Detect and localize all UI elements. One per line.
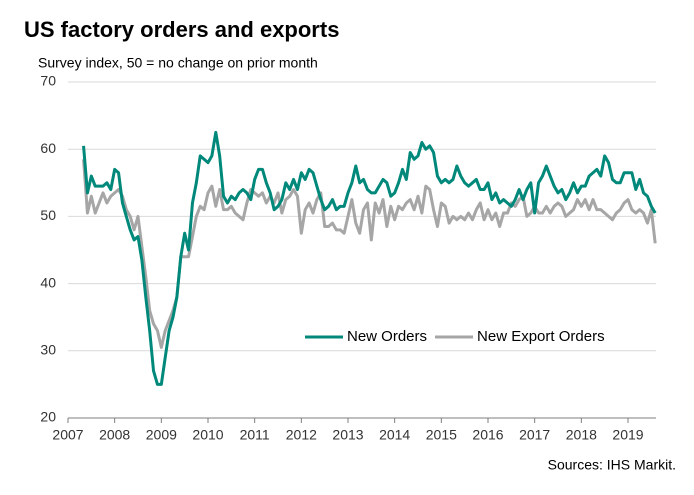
x-tick-label: 2016	[472, 427, 503, 443]
x-tick-label: 2015	[426, 427, 457, 443]
source-note: Sources: IHS Markit.	[548, 457, 676, 473]
x-tick-label: 2008	[99, 427, 130, 443]
y-tick-label: 20	[40, 409, 56, 425]
x-tick-label: 2011	[240, 427, 270, 443]
y-tick-label: 50	[40, 207, 56, 223]
x-tick-label: 2017	[519, 427, 550, 443]
x-tick-label: 2007	[52, 427, 83, 443]
x-tick-label: 2014	[379, 427, 410, 443]
x-tick-label: 2012	[286, 427, 317, 443]
series-line	[82, 159, 657, 349]
chart-title: US factory orders and exports	[24, 17, 339, 42]
series-line	[82, 130, 657, 386]
legend-label: New Export Orders	[477, 328, 605, 345]
x-tick-label: 2009	[146, 427, 177, 443]
legend-label: New Orders	[347, 328, 427, 345]
x-tick-label: 2019	[612, 427, 643, 443]
x-tick-label: 2013	[332, 427, 363, 443]
x-tick-label: 2010	[192, 427, 223, 443]
y-tick-label: 30	[40, 342, 56, 358]
y-tick-label: 60	[40, 140, 56, 156]
y-tick-label: 70	[40, 73, 56, 89]
y-tick-label: 40	[40, 274, 56, 290]
x-tick-label: 2018	[566, 427, 597, 443]
chart-subtitle: Survey index, 50 = no change on prior mo…	[38, 55, 318, 71]
